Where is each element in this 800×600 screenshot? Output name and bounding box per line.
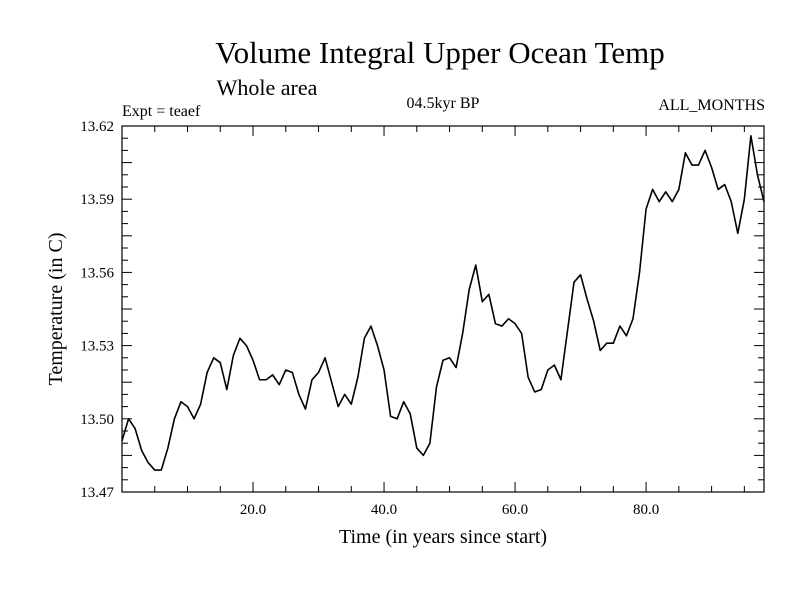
y-tick-label: 13.53 <box>80 339 114 355</box>
x-tick-label: 40.0 <box>371 502 397 518</box>
y-axis-ticks <box>122 137 764 481</box>
y-tick-label: 13.56 <box>80 265 114 281</box>
x-axis-ticks <box>154 126 745 492</box>
chart-title: Volume Integral Upper Ocean Temp <box>215 35 665 70</box>
y-tick-label: 13.59 <box>80 192 114 208</box>
experiment-label: Expt = teaef <box>122 103 201 120</box>
chart-subtitle: Whole area <box>217 75 318 100</box>
x-tick-label: 60.0 <box>502 502 528 518</box>
x-axis-label: Time (in years since start) <box>339 526 547 548</box>
x-tick-label: 20.0 <box>240 502 266 518</box>
y-tick-label: 13.47 <box>80 485 114 501</box>
plot-frame <box>121 125 765 493</box>
y-tick-labels: 13.47 13.50 13.53 13.56 13.59 13.62 <box>80 119 114 501</box>
y-tick-label: 13.62 <box>80 119 114 135</box>
y-tick-label: 13.50 <box>80 412 114 428</box>
x-tick-labels: 20.0 40.0 60.0 80.0 <box>240 502 659 518</box>
y-axis-label: Temperature (in C) <box>45 233 67 386</box>
months-label: ALL_MONTHS <box>658 97 765 114</box>
series-line-temperature <box>121 134 765 471</box>
x-tick-label: 80.0 <box>633 502 659 518</box>
period-label: 04.5kyr BP <box>407 95 480 112</box>
